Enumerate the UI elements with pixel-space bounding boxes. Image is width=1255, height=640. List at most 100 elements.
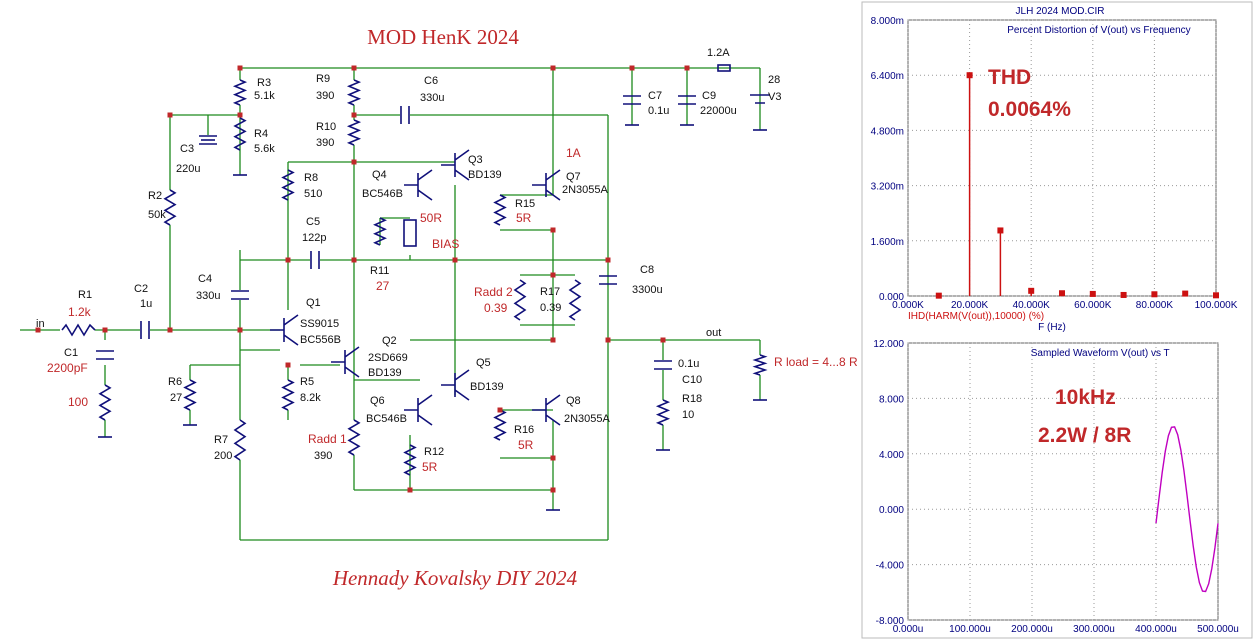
- transistor: [441, 369, 470, 401]
- component-label: R2: [148, 190, 162, 202]
- fuse: [717, 64, 731, 72]
- stem-marker: [1213, 292, 1219, 299]
- component-label: Q5: [476, 357, 491, 369]
- annotation: Radd 2: [474, 285, 513, 299]
- resistor: [98, 384, 112, 421]
- component-label: 2N3055A: [564, 413, 611, 425]
- component-label: C6: [424, 75, 438, 87]
- component-label: 1u: [140, 298, 152, 310]
- component-label: C2: [134, 283, 148, 295]
- resistor: [373, 217, 387, 246]
- component-label: C9: [702, 90, 716, 102]
- annotation: 0.0064%: [988, 98, 1071, 121]
- annotation: R load = 4...8 R: [774, 355, 858, 369]
- window-title: JLH 2024 MOD.CIR: [1016, 6, 1105, 17]
- schematic-title: MOD HenK 2024: [367, 25, 519, 49]
- component-label: C10: [682, 374, 702, 386]
- junction: [351, 65, 357, 71]
- y-tick-label: 8.000: [879, 394, 904, 405]
- x-tick-label: 400.000u: [1135, 624, 1177, 635]
- component-label: C8: [640, 264, 654, 276]
- component-label: 220u: [176, 163, 200, 175]
- annotation: 0.39: [484, 301, 508, 315]
- resistor: [403, 444, 417, 476]
- component-label: SS9015: [300, 318, 339, 330]
- component-label: Q8: [566, 395, 581, 407]
- component-label: R3: [257, 77, 271, 89]
- capacitor: [654, 360, 672, 370]
- junction: [550, 227, 556, 233]
- transistor: [404, 394, 433, 426]
- junction: [684, 65, 690, 71]
- x-tick-label: 60.000K: [1074, 300, 1112, 311]
- y-tick-label: 0.000: [879, 505, 904, 516]
- junction: [167, 327, 173, 333]
- component-label: C7: [648, 90, 662, 102]
- junction: [35, 327, 41, 333]
- component-label: R18: [682, 393, 702, 405]
- transistor: [532, 169, 561, 201]
- battery: [750, 94, 770, 104]
- component-label: 390: [314, 450, 332, 462]
- junction: [660, 337, 666, 343]
- component-label: Q4: [372, 169, 387, 181]
- component-label: 510: [304, 188, 322, 200]
- annotation: 5R: [518, 438, 534, 452]
- junction: [237, 327, 243, 333]
- component-label: Q7: [566, 171, 581, 183]
- junction: [351, 112, 357, 118]
- stem-marker: [997, 227, 1004, 234]
- y-tick-label: 1.600m: [871, 237, 904, 248]
- component-label: BC546B: [366, 413, 407, 425]
- component-label: BC546B: [362, 188, 403, 200]
- resistor: [61, 323, 96, 337]
- annotation: 5R: [516, 211, 532, 225]
- component-label: Q2: [382, 335, 397, 347]
- annotation: 27: [376, 279, 390, 293]
- x-tick-label: 100.000u: [949, 624, 991, 635]
- component-label: R16: [514, 424, 534, 436]
- resistor: [163, 189, 177, 226]
- resistor: [281, 379, 295, 411]
- stem-marker: [1059, 290, 1065, 297]
- component-label: 2SD669: [368, 352, 408, 364]
- schematic-footer: Hennady Kovalsky DIY 2024: [332, 566, 578, 590]
- component-label: C5: [306, 216, 320, 228]
- capacitor: [140, 321, 150, 339]
- transistor: [404, 169, 433, 201]
- charts: 0.000 1.600m 3.200m 4.800m 6.400m 8.000m 0.000…: [861, 1, 1253, 639]
- component-label: 10: [682, 409, 694, 421]
- resistor: [568, 279, 582, 321]
- y-tick-label: 6.400m: [871, 71, 904, 82]
- plot-area: [907, 342, 1219, 621]
- annotation: 1A: [566, 146, 581, 160]
- component-label: 390: [316, 137, 334, 149]
- capacitor: [623, 95, 641, 105]
- component-label: 27: [170, 392, 182, 404]
- component-label: Q6: [370, 395, 385, 407]
- junction: [102, 327, 108, 333]
- component-label: BD139: [368, 367, 402, 379]
- x-tick-label: 100.000K: [1195, 300, 1238, 311]
- capacitor: [400, 106, 410, 124]
- transistor: [532, 394, 561, 426]
- component-label: Q3: [468, 154, 483, 166]
- junction: [605, 257, 611, 263]
- junction: [407, 487, 413, 493]
- y-tick-label: 4.000: [879, 450, 904, 461]
- resistor: [347, 419, 361, 456]
- annotation: 100: [68, 395, 88, 409]
- capacitor: [678, 95, 696, 105]
- y-tick-label: 8.000m: [871, 16, 904, 27]
- component-label: C3: [180, 143, 194, 155]
- component-label: 1.2A: [707, 47, 730, 59]
- component-label: 2N3055A: [562, 184, 609, 196]
- schematic: MOD HenK 2024 Hennady Kovalsky DIY 2024 …: [20, 25, 858, 590]
- capacitor: [199, 135, 217, 145]
- component-label: BC556B: [300, 334, 341, 346]
- component-label: R11: [370, 265, 389, 277]
- component-label: 200: [214, 450, 232, 462]
- resistor: [183, 379, 197, 411]
- annotation: 1.2k: [68, 305, 92, 319]
